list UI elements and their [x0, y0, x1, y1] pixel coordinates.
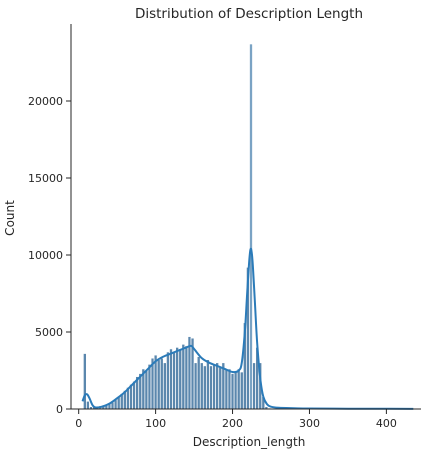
x-tick-label: 300: [299, 417, 320, 430]
histogram-bar: [249, 43, 253, 410]
histogram-bar: [206, 359, 210, 410]
histogram-bar: [209, 365, 213, 410]
histogram-bar: [200, 362, 204, 410]
y-tick-label: 5000: [35, 326, 63, 339]
histogram-bar: [132, 380, 136, 410]
histogram-bar: [227, 368, 232, 410]
histogram-bar: [175, 347, 179, 410]
histogram-bar: [181, 344, 186, 410]
histogram-bar: [252, 362, 256, 410]
y-axis-label: Count: [3, 200, 17, 236]
histogram-bars: [83, 43, 272, 410]
histogram-bar: [160, 357, 164, 410]
histogram-bar: [147, 364, 152, 410]
x-tick-label: 400: [376, 417, 397, 430]
histogram-bar: [212, 364, 216, 410]
chart-title: Distribution of Description Length: [135, 6, 363, 22]
histogram-bar: [215, 362, 219, 410]
histogram-bar: [233, 371, 238, 410]
x-axis-ticks: 0 100 200 300 400: [75, 409, 397, 430]
y-tick-label: 15000: [28, 172, 63, 185]
kde-curve: [81, 247, 414, 410]
histogram-bar: [86, 400, 90, 410]
histogram-bar: [240, 371, 244, 410]
histogram-bar: [236, 368, 241, 410]
y-axis-ticks: 0 5000 10000 15000 20000: [28, 95, 71, 416]
y-tick-label: 20000: [28, 95, 63, 108]
x-tick-label: 100: [145, 417, 166, 430]
histogram-bar: [218, 367, 222, 410]
y-tick-label: 0: [56, 403, 63, 416]
histogram-bar: [178, 348, 182, 410]
histogram-bar: [203, 365, 207, 410]
y-tick-label: 10000: [28, 249, 63, 262]
histogram-bar: [224, 368, 229, 410]
histogram-bar: [156, 359, 161, 410]
histogram-bar: [230, 373, 235, 410]
histogram-bar: [166, 351, 170, 410]
histogram-bar: [163, 362, 167, 410]
histogram-bar: [169, 348, 173, 410]
histogram-bar: [83, 353, 87, 410]
x-tick-label: 200: [222, 417, 243, 430]
histogram-bar: [172, 351, 176, 410]
x-axis-label: Description_length: [193, 435, 306, 449]
histogram-bar: [196, 356, 201, 410]
histogram-bar: [184, 345, 189, 410]
histogram-bar: [144, 370, 149, 410]
histogram-bar: [193, 362, 198, 410]
x-tick-label: 0: [75, 417, 82, 430]
